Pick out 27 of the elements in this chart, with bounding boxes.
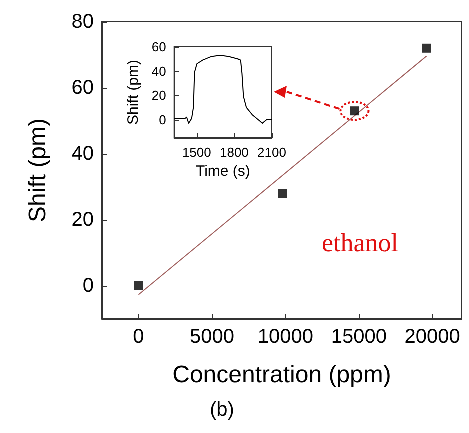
x-tick-label: 10000 xyxy=(258,326,314,348)
point xyxy=(422,44,432,53)
y-tick-label: 0 xyxy=(82,275,94,297)
x-tick-label: 0 xyxy=(133,326,144,348)
y-tick-label: 60 xyxy=(152,40,166,54)
point xyxy=(134,282,144,290)
text: (b) xyxy=(210,399,234,421)
point xyxy=(278,189,288,198)
line-series xyxy=(174,54,272,124)
y-tick-label: 40 xyxy=(152,64,166,79)
y-tick-label: 40 xyxy=(72,143,94,165)
y-tick-label: 20 xyxy=(152,88,166,104)
x-tick-label: 5000 xyxy=(190,326,234,348)
y-tick-label: 20 xyxy=(72,209,94,231)
x-tick-label: 1800 xyxy=(220,145,249,160)
y-tick-label: 60 xyxy=(72,77,94,99)
y-tick-label: 0 xyxy=(159,112,166,128)
y-axis-title: Shift (pm) xyxy=(24,118,52,223)
x-tick-label: 20000 xyxy=(404,326,460,348)
y-tick-label: 80 xyxy=(72,11,94,33)
x-axis-title: Time (s) xyxy=(196,162,250,180)
x-tick-label: 15000 xyxy=(331,326,387,348)
x-axis-title: Concentration (ppm) xyxy=(172,362,392,388)
x-tick-label: 2100 xyxy=(258,145,286,160)
x-tick-label: 1500 xyxy=(182,145,212,160)
y-axis-title: Shift (pm) xyxy=(125,60,142,126)
annotation: ethanol xyxy=(322,228,399,258)
